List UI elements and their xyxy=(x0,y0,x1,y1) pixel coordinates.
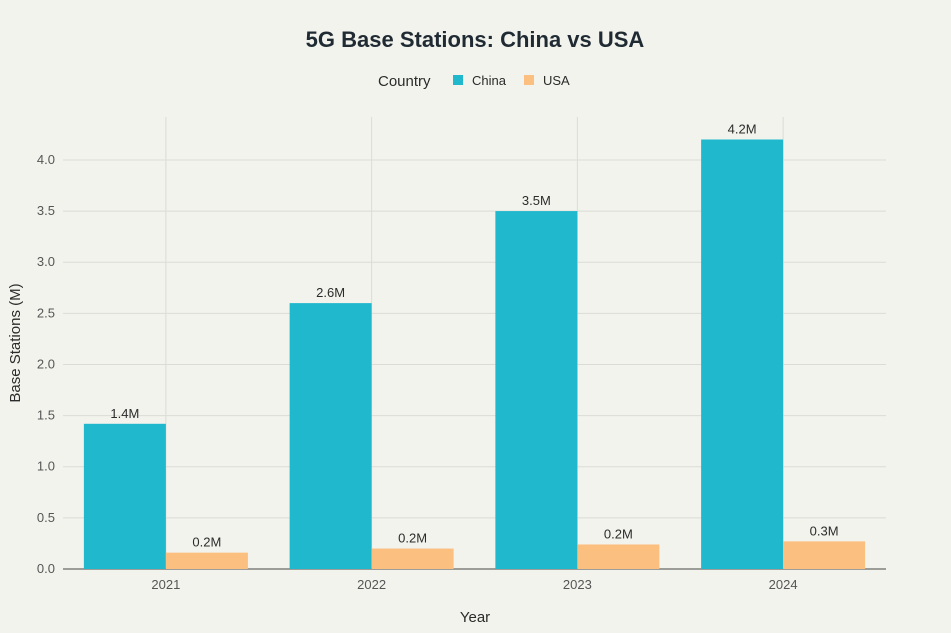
bar-china-2021 xyxy=(83,423,166,569)
x-tick-label: 2023 xyxy=(563,577,592,592)
data-label: 0.2M xyxy=(398,531,427,546)
data-label: 3.5M xyxy=(522,193,551,208)
legend-label-usa: USA xyxy=(543,73,570,88)
data-labels: 1.4M 0.2M 2.6M 0.2M 3.5M 0.2M 4.2M 0.3M xyxy=(110,121,838,549)
y-tick-label: 3.5 xyxy=(37,203,55,218)
y-tick-label: 2.0 xyxy=(37,356,55,371)
chart-title: 5G Base Stations: China vs USA xyxy=(306,27,645,52)
x-tick-label: 2021 xyxy=(151,577,180,592)
y-tick-label: 4.0 xyxy=(37,152,55,167)
data-label: 1.4M xyxy=(110,406,139,421)
y-tick-label: 3.0 xyxy=(37,254,55,269)
bars xyxy=(83,139,866,569)
y-axis-title: Base Stations (M) xyxy=(7,283,24,402)
y-tick-label: 0.5 xyxy=(37,510,55,525)
x-tick-label: 2022 xyxy=(357,577,386,592)
legend-title: Country xyxy=(378,73,431,90)
y-axis-ticks: 0.0 0.5 1.0 1.5 2.0 2.5 3.0 3.5 4.0 xyxy=(37,152,55,576)
bar-usa-2021 xyxy=(165,552,248,569)
bar-china-2022 xyxy=(289,303,372,569)
data-label: 0.2M xyxy=(604,526,633,541)
data-label: 0.3M xyxy=(810,523,839,538)
bar-usa-2022 xyxy=(371,548,454,569)
bar-china-2023 xyxy=(495,211,578,569)
bar-usa-2024 xyxy=(783,541,866,569)
legend-label-china: China xyxy=(472,73,507,88)
data-label: 4.2M xyxy=(728,121,757,136)
legend-swatch-usa xyxy=(524,75,534,85)
legend: Country China USA xyxy=(378,73,570,90)
y-tick-label: 2.5 xyxy=(37,305,55,320)
bar-usa-2023 xyxy=(577,544,660,569)
x-tick-label: 2024 xyxy=(769,577,798,592)
legend-swatch-china xyxy=(453,75,463,85)
y-tick-label: 1.5 xyxy=(37,408,55,423)
data-label: 2.6M xyxy=(316,285,345,300)
bar-china-2024 xyxy=(701,139,784,569)
x-axis-title: Year xyxy=(460,609,490,626)
x-axis-ticks: 2021 2022 2023 2024 xyxy=(151,577,797,592)
data-label: 0.2M xyxy=(192,535,221,550)
y-tick-label: 1.0 xyxy=(37,459,55,474)
y-tick-label: 0.0 xyxy=(37,561,55,576)
